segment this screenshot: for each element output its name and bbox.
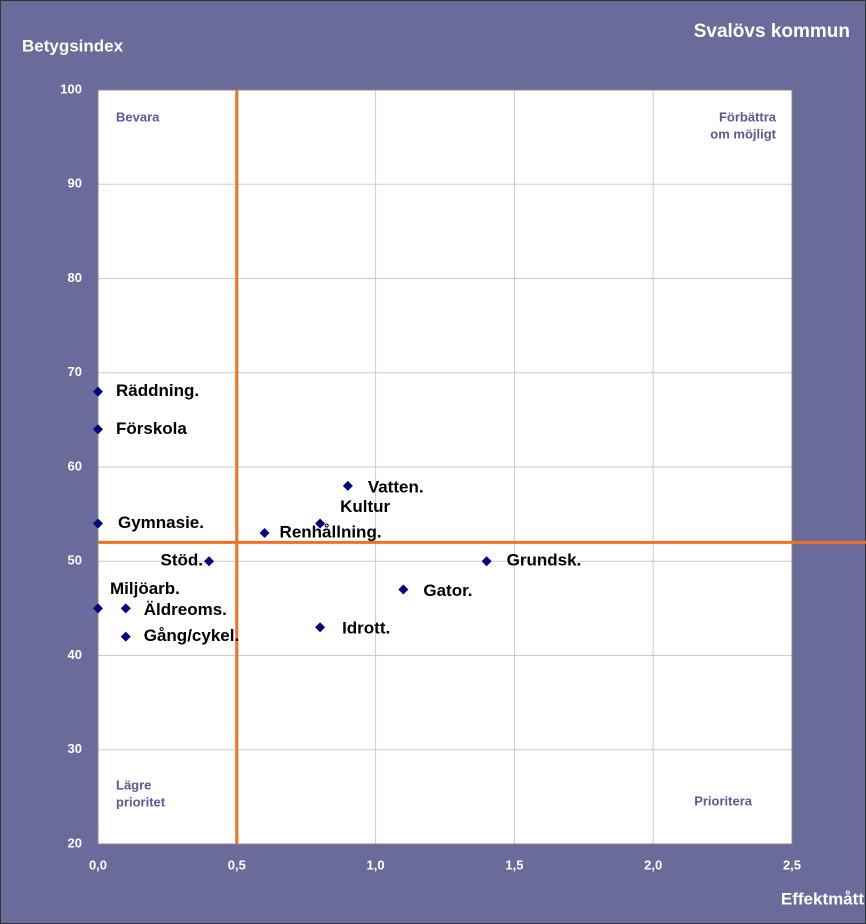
y-tick-label: 50 [68, 553, 82, 568]
point-label: Gator. [423, 581, 472, 600]
x-tick-label: 1,5 [505, 857, 523, 872]
point [93, 424, 103, 435]
point-label: Grundsk. [507, 551, 582, 570]
point [315, 518, 326, 529]
point [481, 556, 492, 567]
point-label: Äldreoms. [144, 600, 227, 619]
quadrant-label: Prioritera [694, 793, 753, 808]
point [120, 631, 131, 642]
y-tick-label: 30 [68, 741, 82, 756]
point [315, 622, 326, 633]
y-tick-label: 20 [68, 835, 82, 850]
point [120, 603, 131, 614]
point [204, 556, 215, 567]
x-tick-label: 0,0 [89, 857, 107, 872]
point-label: Räddning. [116, 381, 199, 400]
quadrant-label: Förbättra [719, 109, 777, 124]
point-label: Förskola [116, 419, 187, 438]
x-tick-label: 0,5 [228, 857, 246, 872]
y-tick-label: 100 [60, 81, 82, 96]
point-label: Renhållning. [280, 522, 382, 541]
y-tick-label: 60 [68, 458, 82, 473]
chart-title: Svalövs kommun [694, 21, 850, 42]
x-tick-label: 2,5 [783, 857, 801, 872]
point [342, 480, 353, 491]
x-tick-label: 1,0 [367, 857, 385, 872]
y-tick-label: 40 [68, 647, 82, 662]
quadrant-label: om möjligt [710, 126, 776, 141]
point [93, 518, 103, 529]
point [259, 527, 270, 538]
point-label: Gymnasie. [118, 513, 204, 532]
quadrant-label: Lägre [116, 777, 151, 792]
quadrant-label: prioritet [116, 794, 166, 809]
point [398, 584, 409, 595]
quadrant-label: Bevara [116, 109, 160, 124]
point-label: Vatten. [368, 477, 424, 496]
y-axis-label: Betygsindex [22, 36, 124, 55]
y-tick-label: 70 [68, 364, 82, 379]
plot-border [97, 89, 793, 845]
point-label: Kultur [340, 497, 390, 516]
x-tick-label: 2,0 [644, 857, 662, 872]
point [93, 386, 103, 397]
point-label: Gång/cykel. [144, 626, 239, 645]
point-label: Idrott. [342, 619, 390, 638]
point [93, 603, 103, 614]
point-label: Miljöarb. [110, 579, 180, 598]
y-tick-label: 90 [68, 176, 82, 191]
x-axis-label: Effektmått [781, 889, 864, 908]
point-label: Stöd. [161, 551, 204, 570]
y-tick-label: 80 [68, 270, 82, 285]
